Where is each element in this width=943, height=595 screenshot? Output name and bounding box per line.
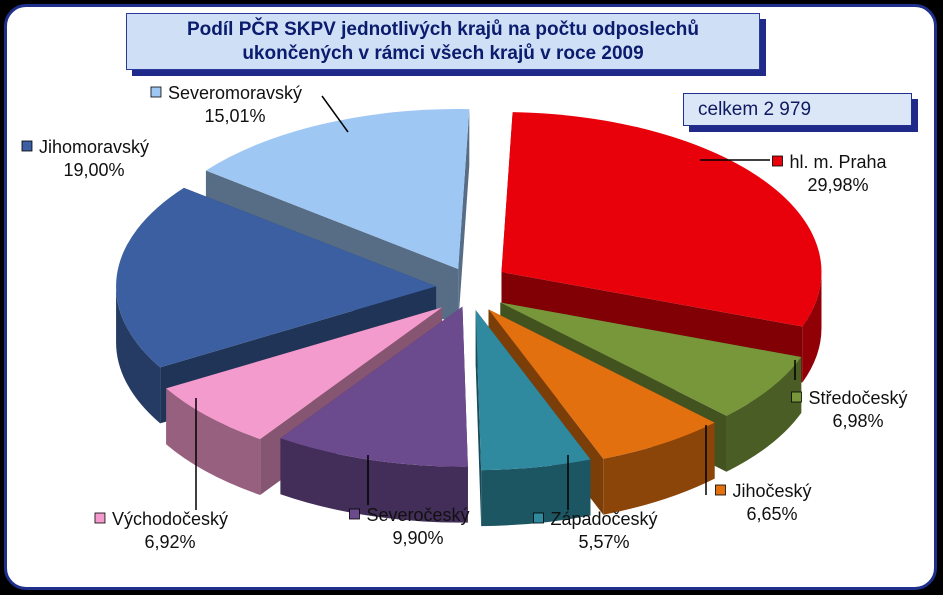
- total-count-label: celkem 2 979: [698, 98, 812, 120]
- pie-slice-severo-esk-: [280, 306, 468, 467]
- slice-label-name: hl. m. Praha: [789, 152, 887, 172]
- pie-slice-rim: [802, 272, 822, 383]
- legend-swatch: [21, 140, 33, 152]
- slice-label-group: hl. m. Praha 29,98%: [772, 152, 888, 195]
- legend-swatch: [715, 484, 726, 496]
- slice-label-group: Jihomoravský 19,00%: [21, 137, 149, 180]
- legend-swatch: [791, 391, 802, 403]
- legend-swatch: [349, 508, 360, 520]
- pie-slice-jihomoravsk-: [116, 187, 437, 368]
- slice-label-value: 29,98%: [807, 175, 868, 195]
- chart-title-line1: Podíl PČR SKPV jednotlivých krajů na poč…: [186, 18, 700, 40]
- pie-slice-rim: [116, 286, 161, 424]
- pie-slice-rim: [726, 357, 802, 472]
- legend-swatch: [150, 86, 162, 98]
- slice-label-group: Středočeský 6,98%: [791, 388, 908, 431]
- chart-title: Podíl PČR SKPV jednotlivých krajů na poč…: [126, 13, 760, 70]
- slice-label-group: Východočeský 6,92%: [94, 509, 228, 552]
- slice-label-name: Západočeský: [550, 509, 657, 529]
- chart-title-line2: ukončených v rámci všech krajů v roce 20…: [242, 42, 644, 64]
- pie-slice-rim: [603, 422, 715, 515]
- slice-label-group: Západočeský 5,57%: [533, 509, 658, 552]
- pie-slice-severomoravsk-: [205, 108, 470, 269]
- slice-label-group: Severočeský 9,90%: [349, 505, 470, 548]
- pie-slice-wall: [458, 109, 470, 325]
- legend-swatch: [94, 512, 106, 524]
- pie-slice-rim: [166, 388, 261, 495]
- legend-swatch: [533, 512, 544, 524]
- pie-slice-v-chodo-esk-: [166, 307, 443, 439]
- pie-slice-z-pado-esk-: [475, 310, 591, 471]
- pie-slice-rim: [280, 438, 468, 523]
- slice-label-group: Severomoravský 15,01%: [150, 83, 302, 126]
- slice-label-value: 6,65%: [746, 504, 797, 524]
- pie-slice-rim: [481, 459, 591, 527]
- pie-slice-wall: [475, 310, 482, 527]
- leader-line: [321, 95, 349, 133]
- total-count-box: celkem 2 979: [683, 93, 912, 126]
- slice-label-value: 6,98%: [832, 411, 883, 431]
- slice-label-name: Severočeský: [366, 505, 469, 525]
- slice-label-value: 6,92%: [144, 532, 195, 552]
- slice-label-name: Východočeský: [112, 509, 228, 529]
- slice-label-group: Jihočeský 6,65%: [715, 481, 812, 524]
- pie-slice-jiho-esk-: [488, 309, 715, 459]
- slice-label-value: 9,90%: [392, 528, 443, 548]
- legend-swatch: [772, 155, 783, 167]
- slice-label-value: 15,01%: [204, 106, 265, 126]
- slice-label-name: Středočeský: [808, 388, 907, 408]
- slice-label-value: 19,00%: [63, 160, 124, 180]
- pie-slice-st-edo-esk-: [500, 302, 802, 416]
- slice-label-name: Jihočeský: [732, 481, 811, 501]
- slice-label-name: Jihomoravský: [39, 137, 149, 157]
- slice-label-name: Severomoravský: [168, 83, 302, 103]
- slice-label-value: 5,57%: [578, 532, 629, 552]
- pie-slice-hl-m-praha: [501, 112, 822, 327]
